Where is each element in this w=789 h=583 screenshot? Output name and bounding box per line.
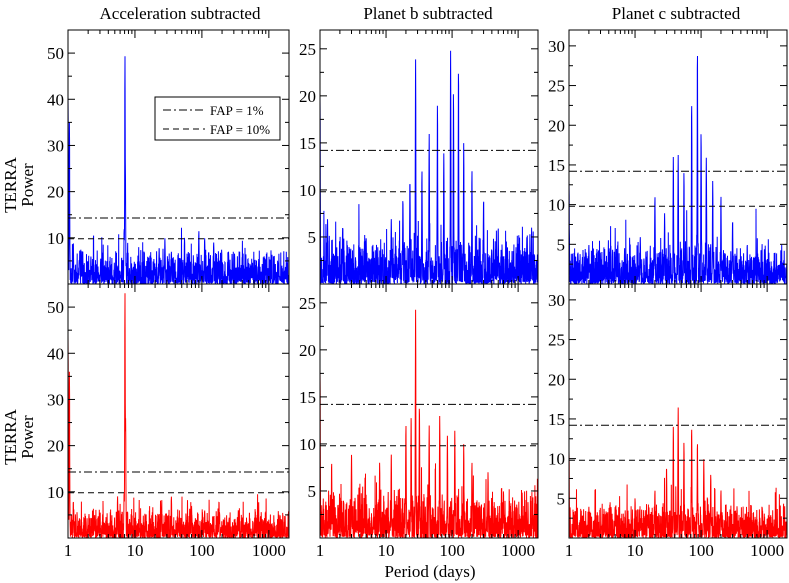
y-tick-label: 25 <box>299 294 316 313</box>
ylabel-bottom-line1: TERRA <box>1 408 20 464</box>
panels: 1020304050510152025510152025301020304050… <box>47 29 788 560</box>
y-tick-label: 40 <box>47 344 64 363</box>
y-tick-label: 5 <box>308 228 317 247</box>
y-tick-label: 20 <box>548 370 565 389</box>
y-tick-label: 30 <box>548 37 565 56</box>
x-tick-label: 1000 <box>501 541 535 560</box>
y-tick-label: 15 <box>299 134 316 153</box>
y-tick-label: 20 <box>47 437 64 456</box>
y-tick-label: 5 <box>557 489 566 508</box>
y-tick-label: 30 <box>548 291 565 310</box>
x-tick-label: 100 <box>439 541 465 560</box>
x-tick-label: 1 <box>316 541 325 560</box>
y-tick-label: 10 <box>299 435 316 454</box>
panel-2: 5 10 15 20 25 30 <box>548 29 788 285</box>
panel-3: 10 20 30 40 50 1 10 100 1000 <box>47 283 290 560</box>
panel-1: 5 10 15 20 25 <box>299 29 539 285</box>
x-tick-label: 10 <box>378 541 395 560</box>
panel-5: 5 10 15 20 25 30 1 10 100 1000 <box>548 283 788 560</box>
y-tick-label: 10 <box>548 450 565 469</box>
y-tick-label: 10 <box>47 229 64 248</box>
periodogram-line <box>68 56 289 284</box>
periodogram-line <box>569 407 787 538</box>
y-tick-label: 5 <box>557 235 566 254</box>
x-tick-label: 1 <box>64 541 73 560</box>
y-tick-label: 15 <box>548 156 565 175</box>
y-tick-label: 15 <box>548 410 565 429</box>
periodogram-line <box>320 50 538 284</box>
ylabel-top-line1: TERRA <box>1 156 20 212</box>
y-tick-label: 50 <box>47 44 64 63</box>
legend-box <box>154 96 281 141</box>
y-tick-label: 10 <box>548 196 565 215</box>
panel-4: 5 10 15 20 25 1 10 100 1000 <box>299 283 539 560</box>
panel-0: 10 20 30 40 50 <box>47 29 290 285</box>
y-tick-label: 5 <box>308 482 317 501</box>
x-tick-label: 1000 <box>252 541 286 560</box>
xlabel: Period (days) <box>384 562 475 581</box>
y-tick-label: 25 <box>299 40 316 59</box>
x-tick-label: 100 <box>189 541 215 560</box>
x-tick-label: 100 <box>688 541 714 560</box>
y-tick-label: 40 <box>47 90 64 109</box>
column-title-planet-b: Planet b subtracted <box>363 4 493 23</box>
panel-frame <box>319 283 539 539</box>
y-tick-label: 20 <box>299 341 316 360</box>
periodogram-line <box>68 293 289 538</box>
periodogram-line <box>320 309 538 538</box>
panel-frame <box>67 29 290 285</box>
column-title-acceleration: Acceleration subtracted <box>100 4 261 23</box>
y-tick-label: 10 <box>299 181 316 200</box>
y-tick-label: 50 <box>47 298 64 317</box>
legend-label-fap10: FAP = 10% <box>210 122 270 137</box>
y-tick-label: 30 <box>47 136 64 155</box>
x-tick-label: 10 <box>126 541 143 560</box>
y-tick-label: 10 <box>47 483 64 502</box>
panel-frame <box>568 283 788 539</box>
y-tick-label: 25 <box>548 77 565 96</box>
y-tick-label: 15 <box>299 388 316 407</box>
y-tick-label: 30 <box>47 390 64 409</box>
x-tick-label: 1 <box>565 541 574 560</box>
periodogram-line <box>569 55 787 284</box>
legend-label-fap1: FAP = 1% <box>210 103 264 118</box>
x-tick-label: 1000 <box>750 541 784 560</box>
ylabel-top-line2: Power <box>18 163 37 207</box>
x-tick-label: 10 <box>627 541 644 560</box>
y-tick-label: 20 <box>548 116 565 135</box>
y-tick-label: 20 <box>47 183 64 202</box>
y-tick-label: 20 <box>299 87 316 106</box>
column-title-planet-c: Planet c subtracted <box>612 4 741 23</box>
ylabel-bottom-line2: Power <box>18 415 37 459</box>
y-tick-label: 25 <box>548 331 565 350</box>
panel-frame <box>67 283 290 539</box>
legend: FAP = 1% FAP = 10% <box>154 96 281 141</box>
